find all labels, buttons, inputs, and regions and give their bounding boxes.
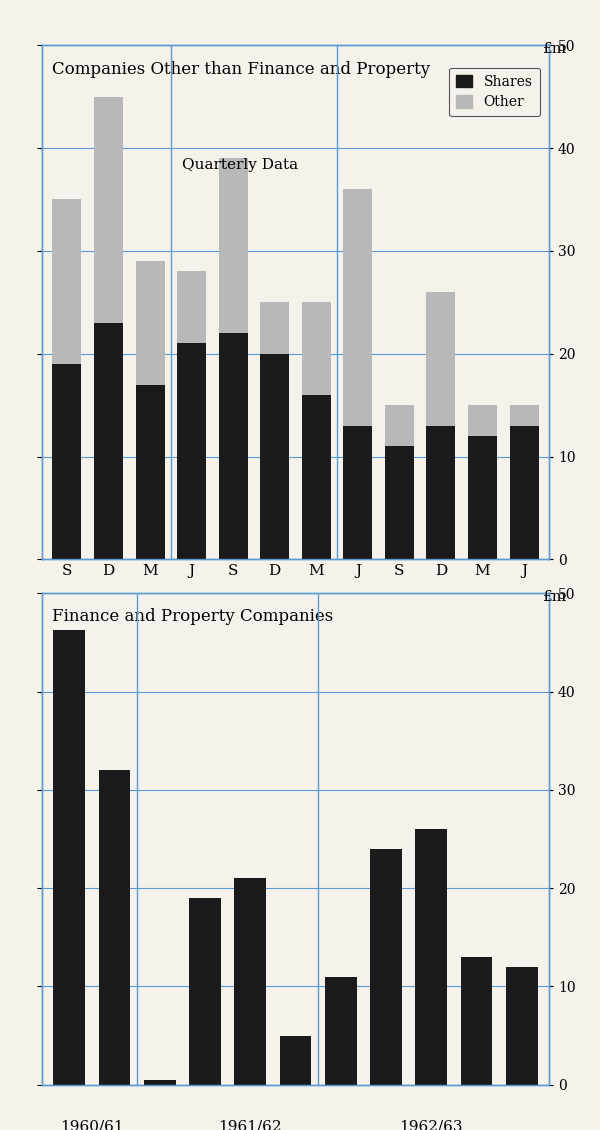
Bar (302, 394, 331, 559)
Bar (189, 898, 221, 1085)
Text: Finance and Property Companies: Finance and Property Companies (52, 608, 334, 625)
Bar (509, 426, 539, 559)
Bar (218, 158, 248, 333)
Bar (302, 302, 331, 394)
Bar (94, 323, 123, 559)
Bar (370, 849, 402, 1085)
Bar (385, 446, 414, 559)
Text: 1961/62: 1961/62 (218, 1119, 282, 1130)
Text: Quarterly Data: Quarterly Data (182, 158, 298, 172)
Bar (461, 957, 493, 1085)
Bar (280, 1035, 311, 1085)
Bar (343, 189, 373, 426)
Text: 1960/61: 1960/61 (60, 1119, 124, 1130)
Bar (343, 426, 373, 559)
Bar (136, 261, 164, 384)
Bar (260, 354, 289, 559)
Bar (98, 771, 130, 1085)
Bar (506, 967, 538, 1085)
Bar (260, 303, 289, 354)
Bar (52, 200, 82, 364)
Bar (509, 406, 539, 426)
Text: 1962/63: 1962/63 (400, 1119, 463, 1130)
Bar (218, 333, 248, 559)
Bar (468, 406, 497, 436)
Bar (136, 384, 164, 559)
Bar (144, 1080, 176, 1085)
Bar (52, 364, 82, 559)
Text: Companies Other than Finance and Property: Companies Other than Finance and Propert… (52, 61, 430, 78)
Bar (415, 829, 447, 1085)
Bar (235, 878, 266, 1085)
Text: £m: £m (543, 42, 567, 55)
Bar (427, 426, 455, 559)
Text: £m: £m (543, 590, 567, 603)
Bar (325, 976, 356, 1085)
Bar (53, 612, 85, 1085)
Bar (468, 436, 497, 559)
Bar (177, 344, 206, 559)
Bar (385, 406, 414, 446)
Legend: Shares, Other: Shares, Other (449, 68, 539, 116)
Bar (427, 292, 455, 426)
Bar (177, 271, 206, 344)
Bar (94, 97, 123, 323)
